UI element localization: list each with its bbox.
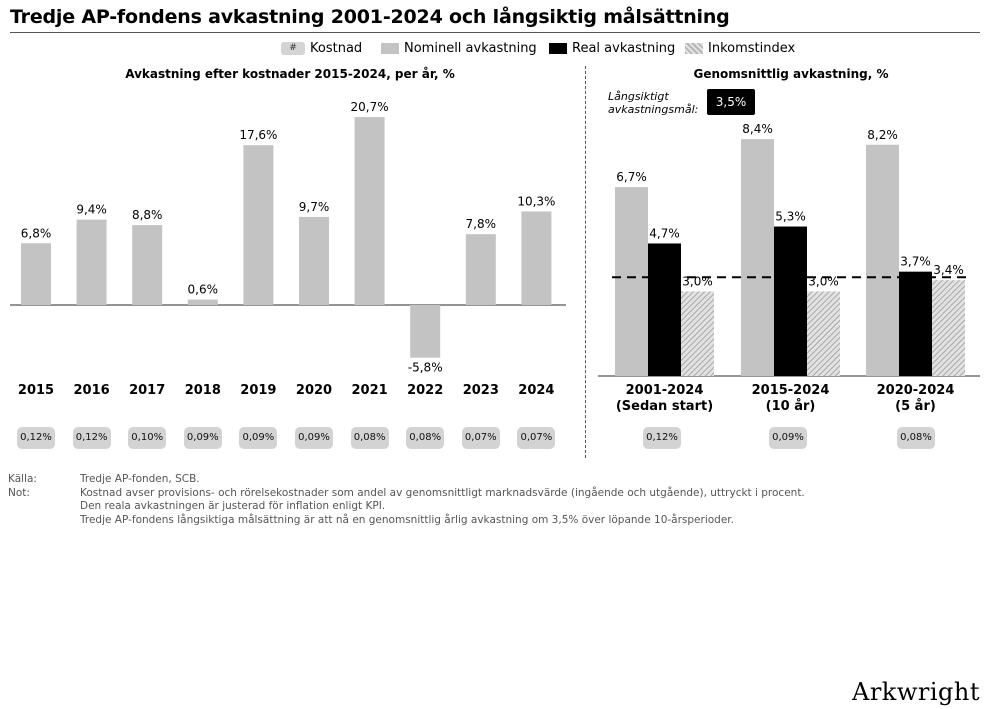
- note-text-1: Kostnad avser provisions- och rörelsekos…: [80, 486, 805, 499]
- cost-pill-2018: 0,09%: [183, 427, 222, 449]
- legend-item-income: Inkomstindex: [685, 40, 795, 56]
- data-label-2016: 9,4%: [76, 203, 107, 217]
- cost-pill-2022: 0,08%: [406, 427, 445, 449]
- source-text: Tredje AP-fonden, SCB.: [80, 473, 200, 485]
- cost-pill-2023: 0,07%: [461, 427, 500, 449]
- bar-real-avkastning-0: [648, 243, 681, 376]
- cost-pill-2024: 0,07%: [517, 427, 556, 449]
- bar-2016: [76, 219, 107, 305]
- bar-inkomstindex-2: [932, 280, 965, 376]
- x-tick-1-line-1: (10 år): [766, 399, 816, 414]
- data-label-2023: 7,8%: [466, 217, 497, 231]
- legend-label-cost: Kostnad: [310, 40, 363, 56]
- bar-inkomstindex-1: [807, 291, 840, 376]
- nominal-swatch: [381, 42, 399, 54]
- bar-nominell-avkastning-2: [866, 144, 899, 376]
- bar-2023: [465, 234, 496, 305]
- x-tick-2019: 2019: [240, 383, 276, 398]
- charts-canvas: 6,8% 2015 9,4% 2016 8,8% 2017 0,6% 2018 17,6% 201…: [10, 100, 980, 414]
- data-label-2-2: 3,4%: [933, 263, 964, 277]
- legend-label-income: Inkomstindex: [708, 40, 796, 56]
- bar-2020: [299, 216, 329, 305]
- x-tick-2017: 2017: [129, 383, 165, 398]
- x-tick-2023: 2023: [463, 383, 499, 398]
- cost-pill-2016: 0,12%: [72, 427, 111, 449]
- bar-nominell-avkastning-1: [741, 139, 774, 376]
- x-tick-2-line-0: 2020-2024: [877, 383, 955, 398]
- data-label-0-2: 8,2%: [867, 128, 898, 142]
- bar-2015: [21, 243, 51, 305]
- source-label: Källa:: [8, 473, 37, 485]
- left-panel-title: Avkastning efter kostnader 2015-2024, pe…: [125, 67, 455, 81]
- right-panel-title: Genomsnittlig avkastning, %: [693, 67, 889, 81]
- legend-label-nominal: Nominell avkastning: [404, 40, 537, 56]
- x-tick-2021: 2021: [352, 383, 388, 398]
- cost-pill-2017: 0,10%: [128, 427, 167, 449]
- note-row: Tredje AP-fondens långsiktiga målsättnin…: [8, 514, 805, 528]
- x-tick-1-line-0: 2015-2024: [752, 383, 830, 398]
- x-tick-0-line-1: (Sedan start): [616, 399, 713, 414]
- cost-pill-period-1: 0,09%: [769, 427, 807, 449]
- data-label-1-2: 3,7%: [900, 255, 931, 269]
- data-label-2015: 6,8%: [21, 226, 52, 240]
- data-label-2017: 8,8%: [132, 208, 163, 222]
- income-swatch: [685, 42, 703, 54]
- bar-2019: [243, 145, 274, 305]
- data-label-1-0: 4,7%: [649, 226, 680, 240]
- data-label-0-1: 8,4%: [742, 122, 773, 136]
- x-tick-2015: 2015: [18, 383, 54, 398]
- data-label-2022: -5,8%: [408, 361, 443, 375]
- legend-label-real: Real avkastning: [572, 40, 676, 56]
- note-row: Den reala avkastningen är justerad för i…: [8, 500, 805, 514]
- bar-real-avkastning-1: [774, 226, 807, 376]
- data-label-1-1: 5,3%: [775, 210, 806, 224]
- data-label-0-0: 6,7%: [616, 170, 647, 184]
- cost-pill-2021: 0,08%: [350, 427, 389, 449]
- x-tick-0-line-0: 2001-2024: [626, 383, 704, 398]
- title-divider: [10, 32, 980, 33]
- right-chart: 6,7%8,4% 8,2%4,7%5,3%3,7%3,0% 3,0%3,4%2001…: [598, 122, 980, 414]
- cost-pill-period-2: 0,08%: [897, 427, 935, 449]
- bar-2017: [132, 225, 163, 305]
- data-label-2024: 10,3%: [517, 194, 555, 208]
- page-title: Tredje AP-fondens avkastning 2001-2024 o…: [10, 6, 730, 28]
- x-tick-2022: 2022: [407, 383, 443, 398]
- note-text-2: Den reala avkastningen är justerad för i…: [80, 500, 386, 512]
- data-label-2019: 17,6%: [239, 128, 277, 142]
- x-tick-2018: 2018: [185, 383, 221, 398]
- bar-nominell-avkastning-0: [615, 187, 648, 376]
- bar-2024: [521, 211, 552, 305]
- bar-2018: [187, 299, 218, 305]
- x-tick-2020: 2020: [296, 383, 332, 398]
- goal-value-badge: 3,5%: [707, 89, 755, 115]
- bar-real-avkastning-2: [899, 271, 932, 376]
- cost-swatch: #: [281, 41, 305, 55]
- data-label-2021: 20,7%: [351, 100, 389, 114]
- panel-divider: [585, 66, 586, 458]
- data-label-2018: 0,6%: [188, 283, 219, 297]
- left-chart: 6,8% 2015 9,4% 2016 8,8% 2017 0,6% 2018 17,6% 201…: [10, 100, 566, 398]
- cost-pill-2020: 0,09%: [295, 427, 333, 449]
- footnotes: Källa: Tredje AP-fonden, SCB. Not: Kostn…: [8, 473, 805, 527]
- goal-label: Långsiktigt avkastningsmål:: [608, 90, 699, 116]
- cost-pill-period-0: 0,12%: [643, 427, 681, 449]
- legend-item-nominal: Nominell avkastning: [381, 40, 537, 56]
- cost-pill-2015: 0,12%: [17, 427, 55, 449]
- note-text-3: Tredje AP-fondens långsiktiga målsättnin…: [80, 513, 734, 526]
- source-row: Källa: Tredje AP-fonden, SCB.: [8, 473, 805, 487]
- x-tick-2016: 2016: [74, 383, 110, 398]
- real-swatch: [549, 42, 567, 54]
- brand-logo: Arkwright: [851, 678, 980, 706]
- x-tick-2024: 2024: [518, 383, 554, 398]
- data-label-2020: 9,7%: [299, 200, 330, 214]
- bar-2021: [354, 117, 385, 305]
- cost-pill-2019: 0,09%: [239, 427, 278, 449]
- x-tick-2-line-1: (5 år): [895, 399, 936, 414]
- note-row: Not: Kostnad avser provisions- och rörel…: [8, 487, 805, 501]
- bar-2022: [410, 305, 441, 358]
- note-label: Not:: [8, 486, 30, 499]
- legend-item-cost: # Kostnad: [281, 40, 362, 56]
- bar-inkomstindex-0: [681, 291, 714, 376]
- legend-item-real: Real avkastning: [549, 40, 675, 56]
